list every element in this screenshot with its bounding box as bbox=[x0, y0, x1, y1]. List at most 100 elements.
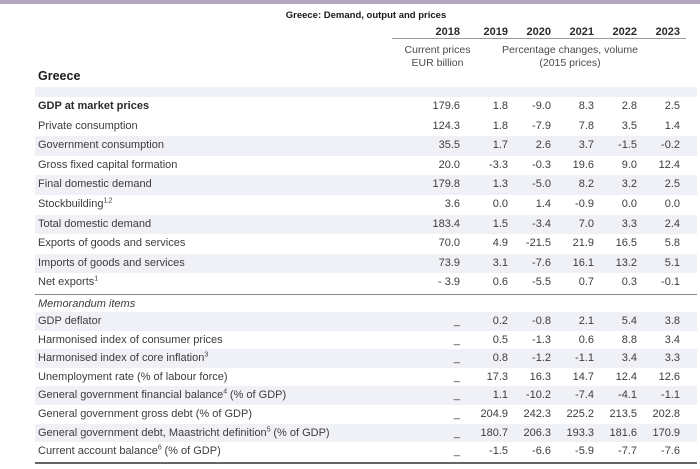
row-end-padding bbox=[680, 97, 697, 117]
row-label: General government financial balance4 (%… bbox=[38, 388, 287, 402]
cell-value bbox=[551, 297, 594, 312]
table-title: Greece: Demand, output and prices bbox=[285, 10, 447, 21]
row-label: General government debt, Maastricht defi… bbox=[38, 425, 330, 439]
cell-value: 179.6 bbox=[432, 100, 460, 112]
cell-value: 183.4 bbox=[432, 217, 460, 230]
cell-value: 3.3 bbox=[621, 217, 637, 230]
percentage-changes-unit-header: Percentage changes, volume (2015 prices) bbox=[460, 44, 680, 70]
cell-value: 70.0 bbox=[438, 237, 460, 250]
cell-value: 1.4 bbox=[664, 119, 680, 132]
cell-value: -1.1 bbox=[661, 389, 680, 402]
cell-value: 204.9 bbox=[480, 407, 508, 420]
cell-value: 1.8 bbox=[492, 100, 508, 112]
cell-value: -1.3 bbox=[532, 333, 551, 346]
row-label: Total domestic demand bbox=[38, 217, 152, 230]
percentage-changes-line2: (2015 prices) bbox=[539, 57, 601, 69]
table-row: Gross fixed capital formation 20.0 -3.3 -0.… bbox=[35, 156, 697, 176]
cell-value: 2.8 bbox=[621, 100, 637, 112]
row-end-padding bbox=[680, 195, 697, 215]
cell-value: -21.5 bbox=[525, 237, 551, 250]
cell-value: - 3.9 bbox=[437, 276, 460, 289]
table-title-row: Greece: Demand, output and prices bbox=[35, 4, 697, 22]
cell-value: 0.3 bbox=[621, 276, 637, 289]
cell-value: _ bbox=[453, 314, 460, 327]
year-column-header: 2020 bbox=[526, 26, 551, 38]
cell-value bbox=[460, 297, 508, 312]
top-accent-bar bbox=[0, 0, 700, 4]
cell-value: 0.5 bbox=[492, 333, 508, 346]
row-end-padding bbox=[680, 234, 697, 254]
year-header-underline bbox=[392, 38, 686, 39]
cell-value: 5.8 bbox=[664, 237, 680, 250]
cell-value: 16.1 bbox=[572, 256, 594, 269]
row-label: Gross fixed capital formation bbox=[38, 158, 178, 171]
year-column-header: 2019 bbox=[483, 26, 508, 38]
year-column-header: 2021 bbox=[569, 26, 594, 38]
cell-value: 0.2 bbox=[492, 314, 508, 327]
row-end-padding bbox=[680, 273, 697, 293]
footnote-marker: 6 bbox=[157, 444, 162, 452]
cell-value: 0.0 bbox=[621, 197, 637, 210]
cell-value: -0.8 bbox=[532, 314, 551, 327]
year-column-header: 2023 bbox=[655, 26, 680, 38]
cell-value: -1.1 bbox=[575, 352, 594, 365]
cell-value: 9.0 bbox=[621, 158, 637, 171]
row-label: Government consumption bbox=[38, 139, 164, 152]
cell-value: -1.2 bbox=[532, 352, 551, 365]
row-end-padding bbox=[680, 136, 697, 156]
table-row: Memorandum items bbox=[35, 297, 697, 312]
row-label: General government gross debt (% of GDP) bbox=[38, 407, 252, 420]
row-label: Harmonised index of core inflation3 bbox=[38, 351, 208, 365]
table-row: Government consumption 35.5 1.7 2.6 3.7 -1.5 -… bbox=[35, 136, 697, 156]
cell-value: 1.5 bbox=[492, 217, 508, 230]
cell-value: -5.0 bbox=[532, 178, 551, 191]
row-end-padding bbox=[680, 297, 697, 312]
shaded-spacer-band bbox=[35, 87, 697, 97]
cell-value: -6.6 bbox=[532, 445, 551, 458]
table-row: Stockbuilding1,2 3.6 0.0 1.4 -0.9 0.0 0.0 bbox=[35, 195, 697, 215]
table-row: Total domestic demand 183.4 1.5 -3.4 7.0 3.3 2… bbox=[35, 214, 697, 235]
cell-value: 2.5 bbox=[664, 178, 680, 191]
cell-value: 1.7 bbox=[492, 139, 508, 152]
cell-value: _ bbox=[453, 333, 460, 346]
table-row: Unemployment rate (% of labour force) _ 17… bbox=[35, 368, 697, 387]
cell-value: 1.1 bbox=[492, 389, 508, 402]
table-row: Final domestic demand 179.8 1.3 -5.0 8.2 3.2 2… bbox=[35, 175, 697, 195]
cell-value: 3.4 bbox=[621, 352, 637, 365]
table-row: Harmonised index of core inflation3 _ 0.8 -… bbox=[35, 349, 697, 368]
row-end-padding bbox=[680, 368, 697, 387]
row-end-padding bbox=[680, 386, 697, 405]
row-end-padding bbox=[680, 254, 697, 274]
cell-value: 193.3 bbox=[566, 426, 594, 439]
year-column-header: 2018 bbox=[435, 26, 460, 38]
row-end-padding bbox=[680, 349, 697, 368]
percentage-changes-line1: Percentage changes, volume bbox=[501, 44, 638, 56]
cell-value: 73.9 bbox=[438, 256, 460, 269]
row-end-padding bbox=[680, 442, 697, 461]
cell-value: 7.8 bbox=[578, 119, 594, 132]
row-label: Exports of goods and services bbox=[38, 237, 186, 250]
cell-value: _ bbox=[453, 407, 460, 420]
cell-value: 12.4 bbox=[658, 158, 680, 171]
cell-value: -3.4 bbox=[532, 217, 551, 230]
cell-value: -9.0 bbox=[532, 100, 551, 112]
footnote-marker: 3 bbox=[204, 351, 208, 359]
cell-value: 16.5 bbox=[615, 237, 637, 250]
table-content: Greece: Demand, output and prices 2018 2… bbox=[35, 4, 697, 464]
row-end-padding bbox=[680, 405, 697, 424]
cell-value: -5.9 bbox=[575, 445, 594, 458]
cell-value: 3.2 bbox=[621, 178, 637, 191]
cell-value: 35.5 bbox=[438, 139, 460, 152]
country-label: Greece bbox=[38, 69, 81, 83]
unit-header-row: Current prices EUR billion Percentage ch… bbox=[35, 39, 697, 87]
cell-value: 1.8 bbox=[492, 119, 508, 132]
cell-value: 4.9 bbox=[492, 237, 508, 250]
cell-value: -7.4 bbox=[575, 389, 594, 402]
cell-value: 19.6 bbox=[572, 158, 594, 171]
cell-value: -0.2 bbox=[661, 139, 680, 152]
cell-value: 1.4 bbox=[535, 197, 551, 210]
cell-value: 3.8 bbox=[664, 314, 680, 327]
main-rows-section: GDP at market prices 179.6 1.8 -9.0 8.3 2.8 2.… bbox=[35, 97, 697, 293]
cell-value: -0.1 bbox=[661, 276, 680, 289]
